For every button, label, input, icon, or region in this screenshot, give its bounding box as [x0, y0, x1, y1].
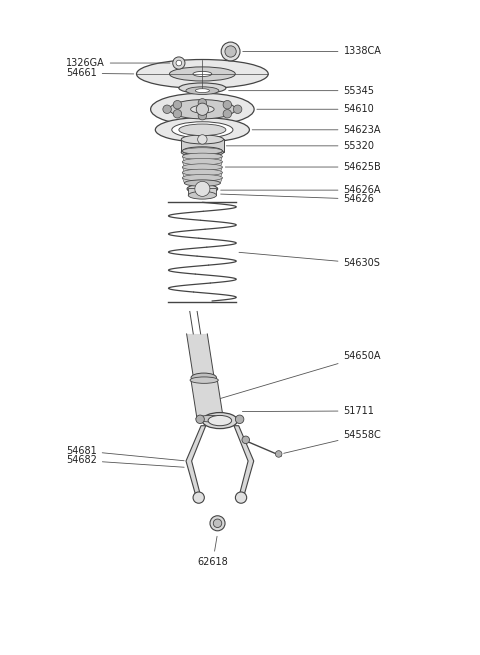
Ellipse shape	[196, 415, 204, 424]
Ellipse shape	[182, 159, 222, 165]
Bar	[181, 140, 224, 152]
Text: 54623A: 54623A	[252, 125, 381, 135]
Ellipse shape	[188, 191, 216, 199]
Ellipse shape	[182, 174, 222, 181]
Ellipse shape	[182, 153, 222, 160]
Ellipse shape	[221, 42, 240, 61]
Ellipse shape	[196, 103, 208, 115]
Polygon shape	[182, 172, 222, 178]
Ellipse shape	[173, 57, 185, 69]
Ellipse shape	[195, 181, 210, 196]
Ellipse shape	[182, 169, 222, 176]
Ellipse shape	[198, 99, 206, 107]
Ellipse shape	[223, 100, 231, 109]
Ellipse shape	[151, 93, 254, 125]
Text: 55320: 55320	[226, 141, 374, 151]
Ellipse shape	[202, 413, 238, 428]
Ellipse shape	[181, 135, 224, 144]
Text: 55345: 55345	[228, 86, 374, 96]
Polygon shape	[234, 426, 254, 498]
Polygon shape	[186, 426, 206, 498]
Text: 54558C: 54558C	[284, 430, 381, 453]
Ellipse shape	[223, 109, 231, 118]
Polygon shape	[182, 178, 222, 183]
Ellipse shape	[179, 83, 226, 93]
Polygon shape	[191, 380, 223, 419]
Ellipse shape	[187, 184, 217, 193]
Text: 54626A: 54626A	[221, 185, 381, 195]
Ellipse shape	[193, 71, 212, 77]
Ellipse shape	[208, 415, 232, 426]
Text: 54630S: 54630S	[239, 252, 380, 269]
Ellipse shape	[179, 124, 226, 136]
Text: 54626: 54626	[221, 194, 374, 204]
Ellipse shape	[242, 436, 250, 443]
Ellipse shape	[163, 105, 171, 113]
Ellipse shape	[156, 118, 250, 142]
Ellipse shape	[169, 100, 235, 119]
Ellipse shape	[184, 180, 220, 186]
Polygon shape	[182, 151, 222, 157]
Text: 1338CA: 1338CA	[243, 47, 382, 56]
Ellipse shape	[235, 492, 247, 503]
Ellipse shape	[176, 60, 181, 66]
Ellipse shape	[182, 147, 222, 155]
Polygon shape	[182, 167, 222, 172]
Text: 54681: 54681	[66, 446, 184, 460]
Ellipse shape	[225, 46, 236, 57]
Ellipse shape	[191, 373, 216, 382]
Ellipse shape	[181, 148, 224, 157]
Text: 62618: 62618	[197, 536, 228, 567]
Ellipse shape	[195, 88, 209, 92]
Text: 54610: 54610	[257, 104, 374, 114]
Ellipse shape	[191, 105, 214, 113]
Text: 51711: 51711	[242, 406, 374, 416]
Ellipse shape	[172, 122, 233, 138]
Text: 54650A: 54650A	[220, 351, 381, 399]
Bar	[188, 187, 216, 195]
Ellipse shape	[190, 377, 218, 383]
Polygon shape	[182, 162, 222, 167]
Ellipse shape	[233, 105, 242, 113]
Ellipse shape	[193, 492, 204, 503]
Ellipse shape	[235, 415, 244, 424]
Polygon shape	[182, 157, 222, 162]
Text: 1326GA: 1326GA	[66, 58, 170, 68]
Ellipse shape	[196, 415, 224, 422]
Ellipse shape	[173, 109, 181, 118]
Ellipse shape	[182, 164, 222, 170]
Ellipse shape	[136, 60, 268, 88]
Ellipse shape	[169, 67, 235, 81]
Ellipse shape	[213, 519, 222, 527]
Ellipse shape	[186, 86, 219, 94]
Ellipse shape	[198, 135, 207, 144]
Ellipse shape	[198, 111, 206, 120]
Ellipse shape	[210, 515, 225, 531]
Ellipse shape	[276, 451, 282, 457]
Polygon shape	[187, 334, 214, 379]
Ellipse shape	[173, 100, 181, 109]
Text: 54661: 54661	[66, 68, 134, 79]
Text: 54682: 54682	[66, 455, 184, 467]
Text: 54625B: 54625B	[226, 162, 381, 172]
Ellipse shape	[182, 148, 222, 154]
